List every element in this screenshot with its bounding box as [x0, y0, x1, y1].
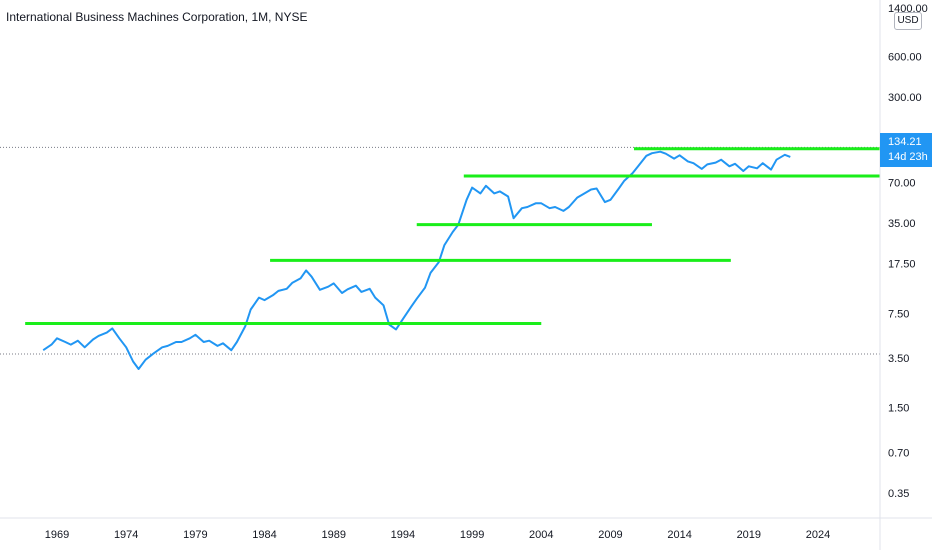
x-tick-label: 2009 — [598, 529, 622, 541]
x-tick-label: 1984 — [252, 529, 276, 541]
series-layer — [42, 150, 791, 370]
x-tick-label: 1999 — [460, 529, 484, 541]
y-tick-label: 17.50 — [888, 259, 916, 271]
y-tick-label: 0.35 — [888, 488, 909, 500]
y-tick-label: 1.50 — [888, 403, 909, 415]
y-tick-label: 35.00 — [888, 218, 916, 230]
x-tick-label: 1974 — [114, 529, 138, 541]
x-tick-label: 2019 — [737, 529, 761, 541]
y-tick-label: 300.00 — [888, 92, 922, 104]
y-tick-label: 70.00 — [888, 177, 916, 189]
x-tick-label: 2024 — [806, 529, 830, 541]
y-tick-label: 0.70 — [888, 447, 909, 459]
price-line — [42, 150, 791, 370]
currency-badge[interactable]: USD — [894, 12, 922, 30]
x-tick-label: 2004 — [529, 529, 553, 541]
last-price-value: 134.21 — [888, 136, 922, 148]
y-tick-label: 3.50 — [888, 353, 909, 365]
x-tick-label: 2014 — [667, 529, 691, 541]
chart-title: International Business Machines Corporat… — [6, 10, 308, 24]
y-tick-label: 600.00 — [888, 51, 922, 63]
x-tick-label: 1994 — [391, 529, 415, 541]
y-tick-label: 7.50 — [888, 308, 909, 320]
last-price-countdown: 14d 23h — [888, 151, 928, 163]
x-tick-label: 1969 — [45, 529, 69, 541]
support-resistance-lines[interactable] — [25, 147, 880, 326]
last-price-label: 134.21 14d 23h — [880, 133, 932, 167]
x-tick-label: 1989 — [321, 529, 345, 541]
x-tick-label: 1979 — [183, 529, 207, 541]
